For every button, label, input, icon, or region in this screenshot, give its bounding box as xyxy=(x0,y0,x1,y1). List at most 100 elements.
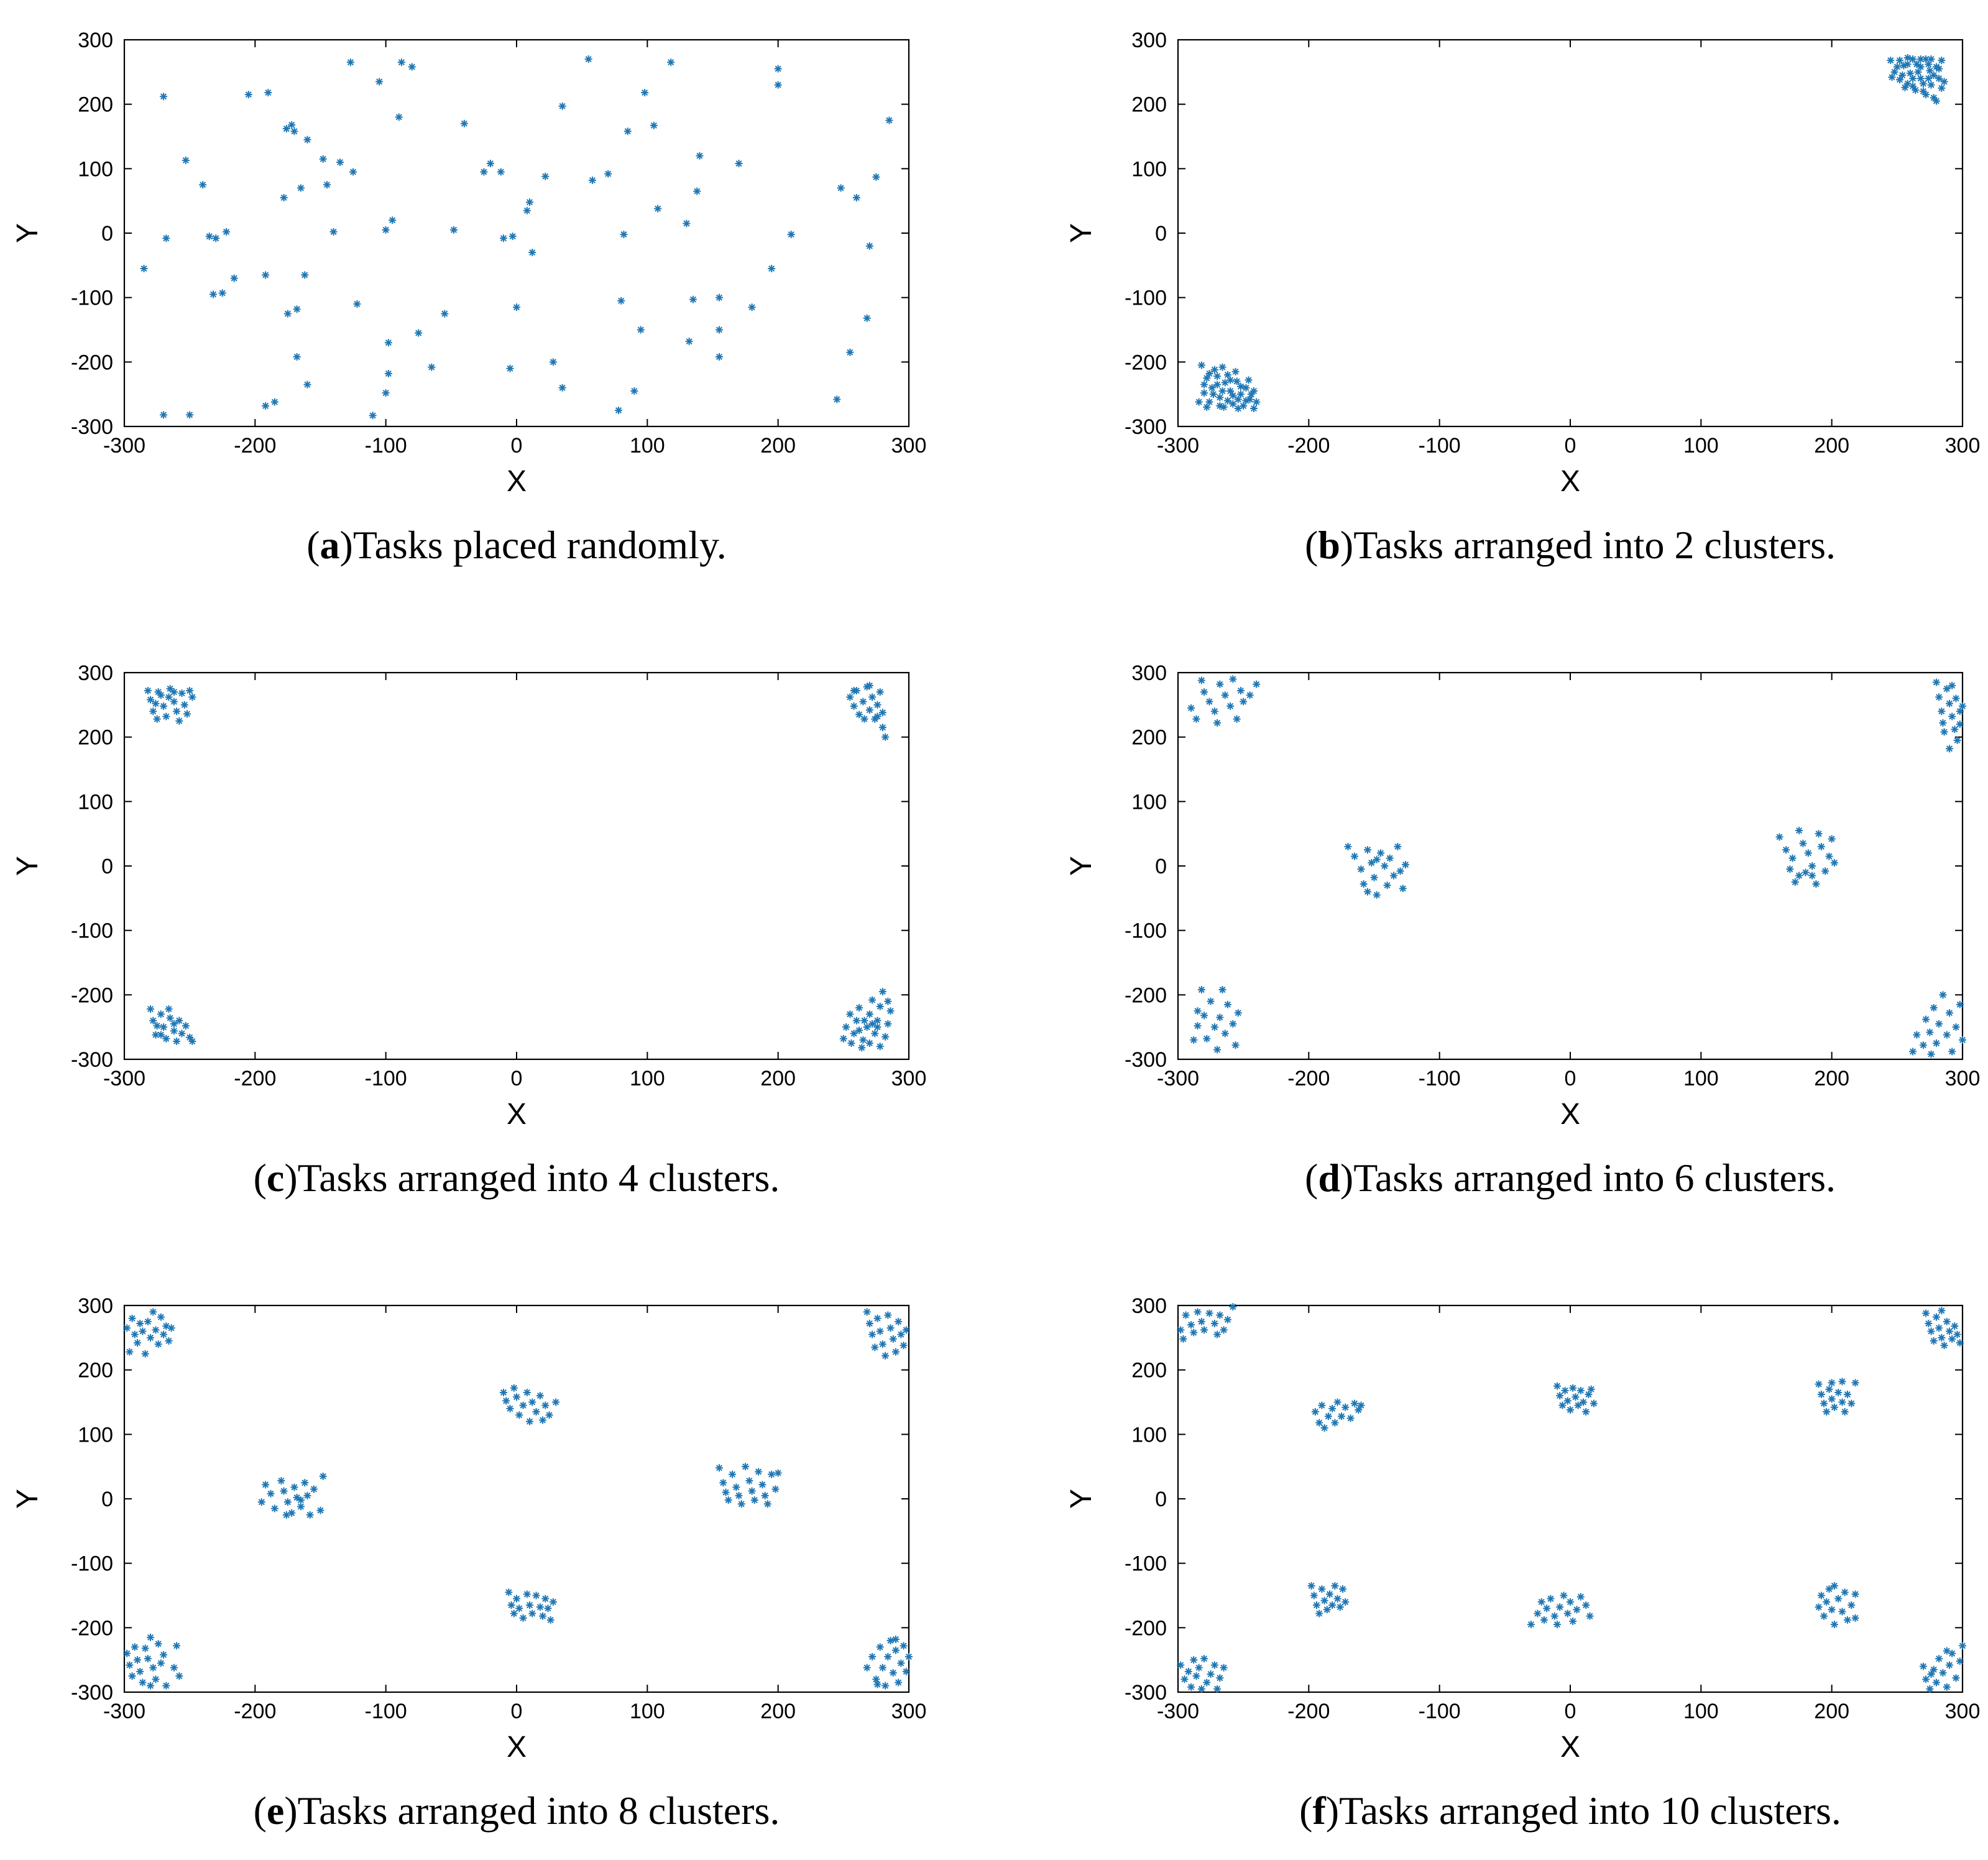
data-point xyxy=(1775,833,1783,841)
data-point xyxy=(160,93,168,101)
data-point xyxy=(336,158,344,166)
data-point xyxy=(515,1411,523,1419)
x-axis-label: X xyxy=(507,1731,527,1764)
x-tick-label: 100 xyxy=(630,1700,665,1723)
data-point xyxy=(270,1504,278,1512)
x-tick-label: 300 xyxy=(1945,1700,1981,1723)
x-tick-label: 200 xyxy=(760,434,796,458)
data-point xyxy=(1922,91,1930,99)
data-point xyxy=(1383,882,1391,890)
data-point xyxy=(881,1033,890,1041)
data-point xyxy=(1938,1307,1946,1315)
data-point xyxy=(1318,1585,1326,1593)
data-point xyxy=(1240,698,1248,706)
y-tick-label: 300 xyxy=(78,661,113,685)
plot-frame xyxy=(123,671,910,1061)
data-point xyxy=(774,81,782,89)
data-point xyxy=(1912,86,1920,94)
data-point xyxy=(1231,367,1240,375)
data-point xyxy=(460,119,468,127)
data-point xyxy=(863,683,871,691)
data-point xyxy=(716,1464,724,1472)
data-point xyxy=(147,696,155,704)
data-point xyxy=(1948,1335,1956,1343)
data-point xyxy=(546,1616,555,1624)
data-point xyxy=(1945,699,1953,707)
data-point xyxy=(513,1393,520,1401)
data-point xyxy=(180,701,188,709)
data-point xyxy=(1560,1591,1568,1600)
data-point xyxy=(1195,398,1203,406)
data-point xyxy=(1572,1393,1580,1401)
y-tick-label: 200 xyxy=(78,726,113,750)
data-point xyxy=(152,1326,160,1334)
data-point xyxy=(1804,849,1812,857)
data-point xyxy=(1959,702,1966,710)
caption-letter: c xyxy=(266,1156,285,1200)
y-tick-label: 0 xyxy=(1155,855,1167,878)
x-tick-label: 0 xyxy=(1565,1700,1576,1723)
data-point xyxy=(1919,87,1927,95)
data-point xyxy=(499,1388,507,1396)
x-tick-label: 0 xyxy=(511,434,523,458)
data-point xyxy=(868,1652,877,1660)
caption-close-paren: ) xyxy=(284,1789,298,1833)
x-tick-label: 300 xyxy=(891,1700,927,1723)
data-point xyxy=(1830,859,1838,867)
data-point xyxy=(160,1330,168,1338)
data-point xyxy=(1363,846,1371,854)
y-tick-label: 0 xyxy=(1155,222,1167,246)
data-point xyxy=(1210,1661,1218,1669)
data-point xyxy=(833,395,841,403)
x-tick-label: -200 xyxy=(1287,434,1330,458)
y-tick-label: -100 xyxy=(71,287,113,310)
data-point xyxy=(1909,75,1917,83)
data-point xyxy=(188,1037,196,1045)
caption-close-paren: ) xyxy=(284,1156,298,1200)
data-point xyxy=(1576,1386,1585,1394)
data-point xyxy=(873,701,881,709)
data-point xyxy=(1209,390,1217,398)
y-tick-label: -300 xyxy=(71,415,113,439)
data-point xyxy=(301,1479,309,1487)
data-point xyxy=(186,411,194,419)
data-point xyxy=(1190,1036,1198,1044)
data-point xyxy=(1952,1674,1960,1682)
data-point xyxy=(865,1039,873,1047)
data-point xyxy=(1838,1608,1846,1616)
data-point xyxy=(528,1609,536,1618)
data-point xyxy=(1233,715,1241,723)
y-tick-label: 0 xyxy=(1155,1488,1167,1511)
data-point xyxy=(165,1005,173,1013)
data-point xyxy=(1197,361,1205,369)
data-point xyxy=(497,168,505,176)
data-point xyxy=(147,1005,155,1013)
data-point xyxy=(1913,1031,1921,1039)
data-point xyxy=(1830,1403,1838,1411)
data-point xyxy=(1888,73,1896,81)
data-point xyxy=(375,78,384,86)
data-point xyxy=(1843,1391,1851,1399)
data-point xyxy=(212,234,220,242)
data-point xyxy=(244,91,252,99)
data-point xyxy=(868,1330,877,1338)
data-point xyxy=(846,1010,854,1018)
caption-close-paren: ) xyxy=(1325,1789,1340,1833)
data-point xyxy=(873,1016,881,1024)
data-point xyxy=(876,1327,884,1335)
data-point xyxy=(230,274,238,282)
data-point xyxy=(873,1023,881,1031)
data-point xyxy=(1808,872,1816,880)
data-point xyxy=(732,1483,740,1491)
data-point xyxy=(1926,67,1934,75)
x-tick-label: 100 xyxy=(1683,1067,1719,1090)
data-point xyxy=(502,1397,510,1405)
data-point xyxy=(1223,1000,1231,1008)
caption-letter: f xyxy=(1312,1789,1326,1833)
data-point xyxy=(1310,1591,1318,1600)
data-point xyxy=(297,184,305,192)
x-tick-label: -200 xyxy=(234,1700,276,1723)
data-point xyxy=(588,176,596,184)
data-point xyxy=(1197,986,1205,994)
